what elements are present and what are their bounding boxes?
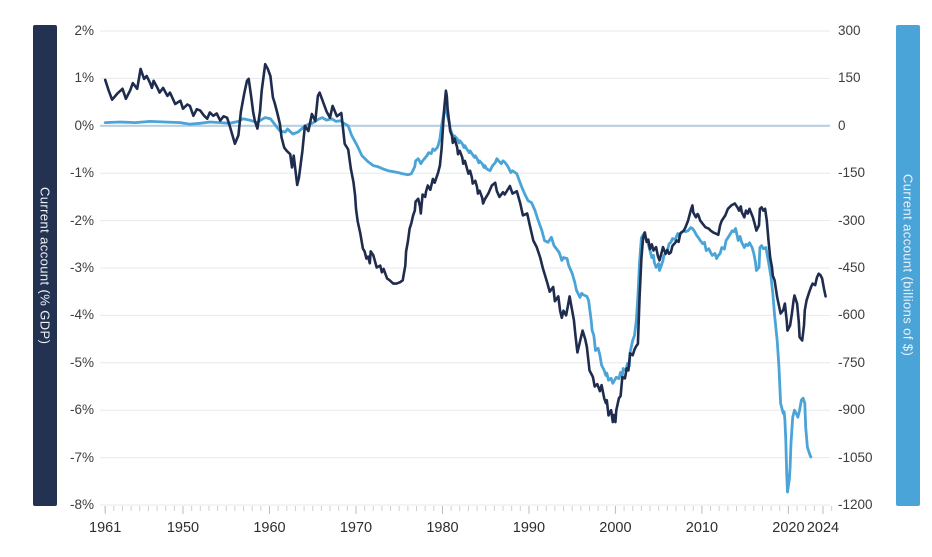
left-axis-bar-label: Current account (% GDP) bbox=[37, 186, 53, 345]
right-axis-bar-label: Current account (billions of $) bbox=[900, 174, 916, 357]
right-axis-bar: Current account (billions of $) bbox=[896, 25, 920, 506]
gdp-line-series bbox=[103, 62, 827, 424]
billions-line-series bbox=[103, 104, 813, 494]
left-axis-bar: Current account (% GDP) bbox=[33, 25, 57, 506]
